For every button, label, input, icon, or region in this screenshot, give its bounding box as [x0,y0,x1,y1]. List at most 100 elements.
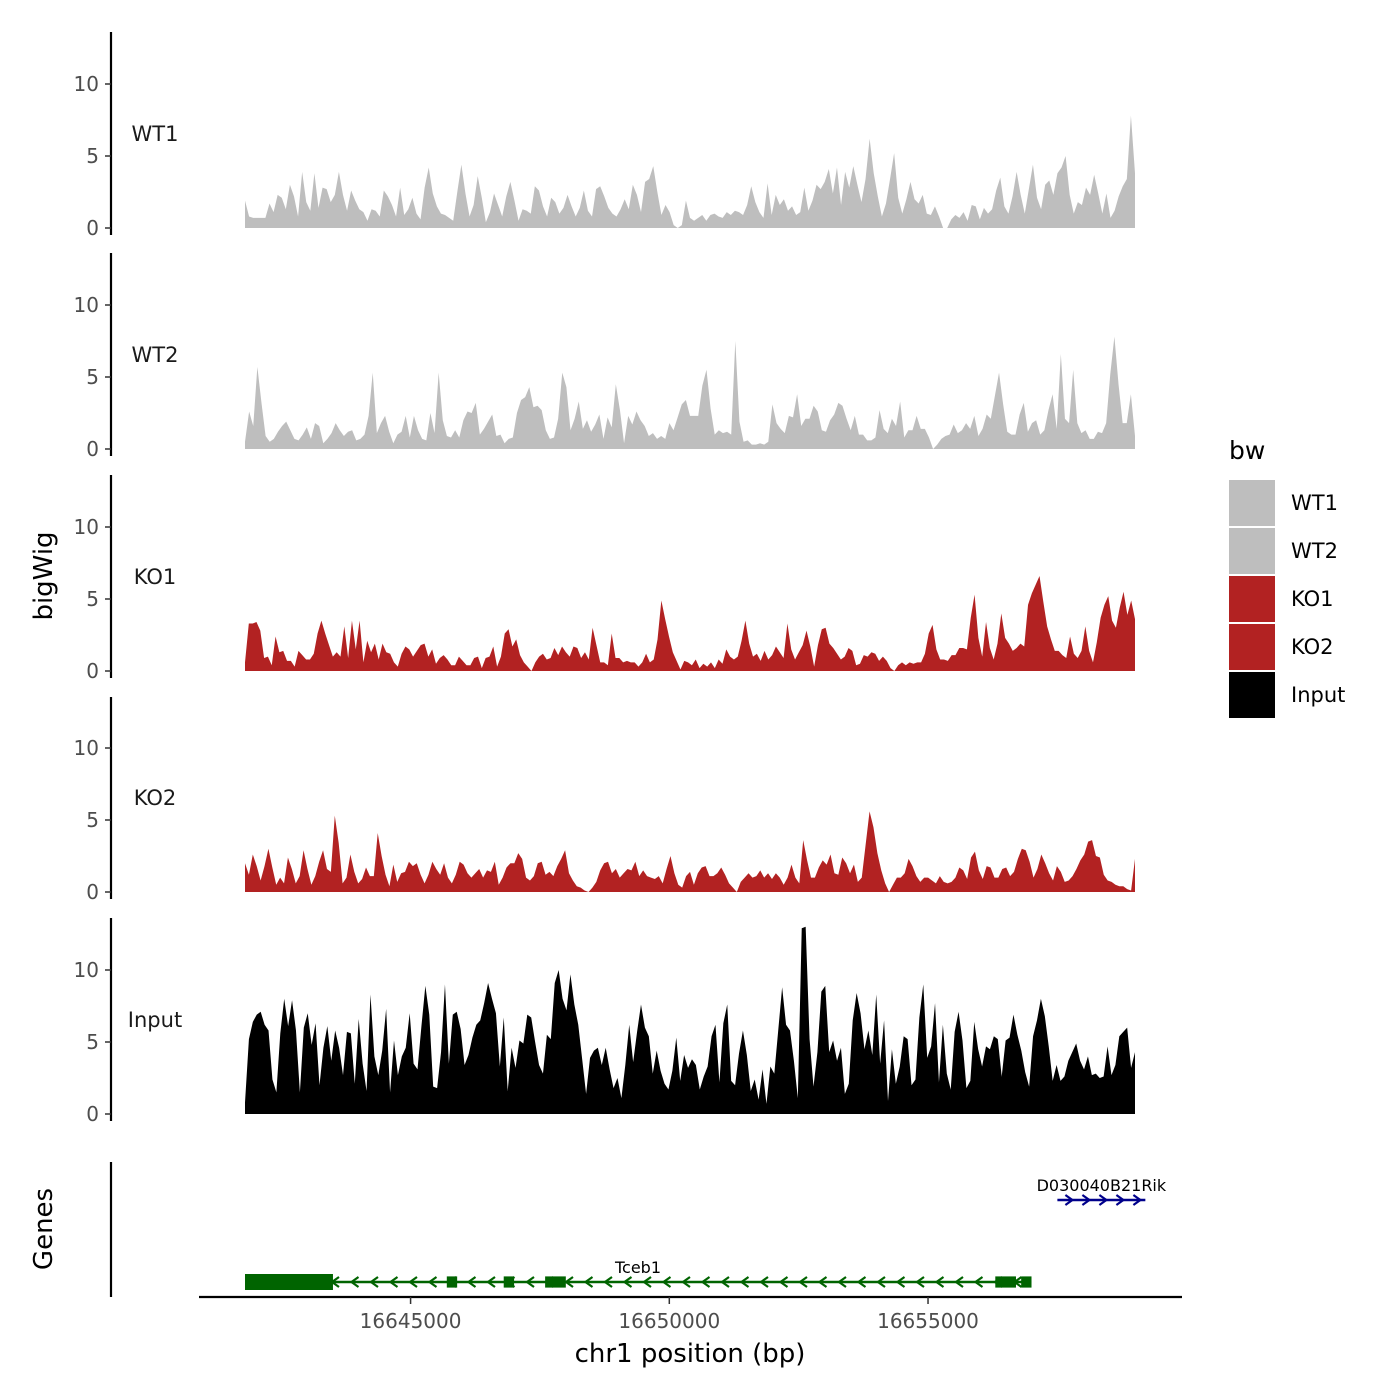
signal-area-wt2 [245,336,1135,449]
strand-arrow-icon [603,1276,613,1288]
signal-area-ko1 [245,575,1135,671]
gene-exon [446,1276,458,1288]
legend-title: bw [1229,436,1265,465]
x-axis: 16645000 16650000 16655000 chr1 position (… [199,1295,1182,1369]
y-tick-label: 0 [86,1102,99,1126]
y-tick-label: 0 [86,216,99,240]
legend-label-input: Input [1291,683,1345,707]
x-axis-title: chr1 position (bp) [575,1339,806,1369]
legend-items: WT1 WT2 KO1 KO2 Input [1229,480,1345,718]
x-tick-label: 16645000 [360,1309,462,1333]
track-label: KO2 [134,786,177,810]
strand-arrow-icon [798,1276,808,1288]
strand-arrow-icon [681,1276,691,1288]
strand-arrow-icon [1115,1194,1126,1206]
strand-arrow-icon [876,1276,886,1288]
gene-models: Tceb1 D030040B21Rik [245,1176,1167,1290]
gene-exon [545,1276,566,1288]
track-label: Input [128,1008,182,1032]
x-axis-ticks: 16645000 16650000 16655000 [360,1297,979,1333]
strand-arrow-icon [1098,1194,1109,1206]
track-label: WT2 [132,343,179,367]
signal-area-ko2 [245,811,1135,892]
strand-arrow-icon [661,1276,672,1288]
track-label: WT1 [132,122,179,146]
y-tick-label: 0 [86,437,99,461]
signal-area-input [245,926,1135,1114]
strand-arrow-icon [856,1276,867,1288]
track-ko2: 0 5 10 KO2 [74,697,1135,904]
strand-arrow-icon [622,1276,633,1288]
strand-arrow-icon [564,1276,574,1288]
strand-arrow-icon [408,1276,418,1288]
strand-arrow-icon [778,1276,789,1288]
strand-arrow-icon [642,1276,652,1288]
strand-arrow-icon [1081,1194,1092,1206]
strand-arrow-icon [973,1276,984,1288]
genes-panel: Genes Tceb1 D030040B21Rik [29,1162,1167,1297]
y-tick-label: 0 [86,659,99,683]
strand-arrow-icon [700,1276,711,1288]
y-tick-label: 10 [74,72,99,96]
bigwig-tracks: 0 5 10 WT1 0 5 10 WT2 0 5 10 KO1 0 5 10 KO2 0 5 10 Input [74,32,1135,1126]
y-tick-label: 5 [86,144,99,168]
strand-arrow-icon [486,1276,496,1288]
strand-arrow-icon [388,1276,399,1288]
legend-label-ko1: KO1 [1291,587,1334,611]
y-tick-label: 10 [74,958,99,982]
x-tick-label: 16655000 [877,1309,979,1333]
gene-exon [245,1274,333,1290]
genes-axis-title: Genes [29,1188,59,1270]
y-tick-label: 10 [74,293,99,317]
track-input: 0 5 10 Input [74,918,1135,1126]
strand-arrow-icon [1064,1194,1075,1206]
y-tick-label: 5 [86,1030,99,1054]
legend-swatch-input [1229,672,1275,718]
strand-arrow-icon [349,1276,360,1288]
strand-arrow-icon [895,1276,906,1288]
strand-arrow-icon [525,1276,535,1288]
strand-arrow-icon [934,1276,945,1288]
strand-arrow-icon [583,1276,594,1288]
gene-exon [503,1276,515,1288]
legend-swatch-ko2 [1229,624,1275,670]
legend-label-wt1: WT1 [1291,491,1338,515]
y-tick-label: 5 [86,808,99,832]
strand-arrow-icon [1132,1194,1143,1206]
strand-arrow-icon [817,1276,828,1288]
strand-arrow-icon [837,1276,847,1288]
legend-label-ko2: KO2 [1291,635,1334,659]
gene-label: D030040B21Rik [1037,1176,1167,1195]
strand-arrow-icon [369,1276,379,1288]
strand-arrow-icon [739,1276,750,1288]
strand-arrow-icon [720,1276,730,1288]
track-wt2: 0 5 10 WT2 [74,253,1135,461]
y-tick-label: 10 [74,736,99,760]
y-tick-label: 10 [74,515,99,539]
strand-arrow-icon [466,1276,477,1288]
strand-arrow-icon [915,1276,925,1288]
gene-tceb1: Tceb1 [245,1258,1032,1290]
strand-arrow-icon [954,1276,964,1288]
gene-d030040b21rik: D030040B21Rik [1037,1176,1167,1206]
gene-exon [1021,1276,1032,1288]
legend-swatch-wt2 [1229,528,1275,574]
x-tick-label: 16650000 [618,1309,720,1333]
track-label: KO1 [134,565,177,589]
y-tick-label: 5 [86,365,99,389]
gene-label: Tceb1 [614,1258,661,1277]
legend: bw WT1 WT2 KO1 KO2 Input [1229,436,1345,718]
gene-exon [995,1276,1016,1288]
legend-swatch-ko1 [1229,576,1275,622]
track-wt1: 0 5 10 WT1 [74,32,1135,240]
signal-area-wt1 [245,115,1135,228]
track-ko1: 0 5 10 KO1 [74,475,1135,683]
strand-arrow-icon [759,1276,769,1288]
y-tick-label: 5 [86,587,99,611]
y-tick-label: 0 [86,880,99,904]
legend-swatch-wt1 [1229,480,1275,526]
strand-arrow-icon [427,1276,438,1288]
legend-label-wt2: WT2 [1291,539,1338,563]
